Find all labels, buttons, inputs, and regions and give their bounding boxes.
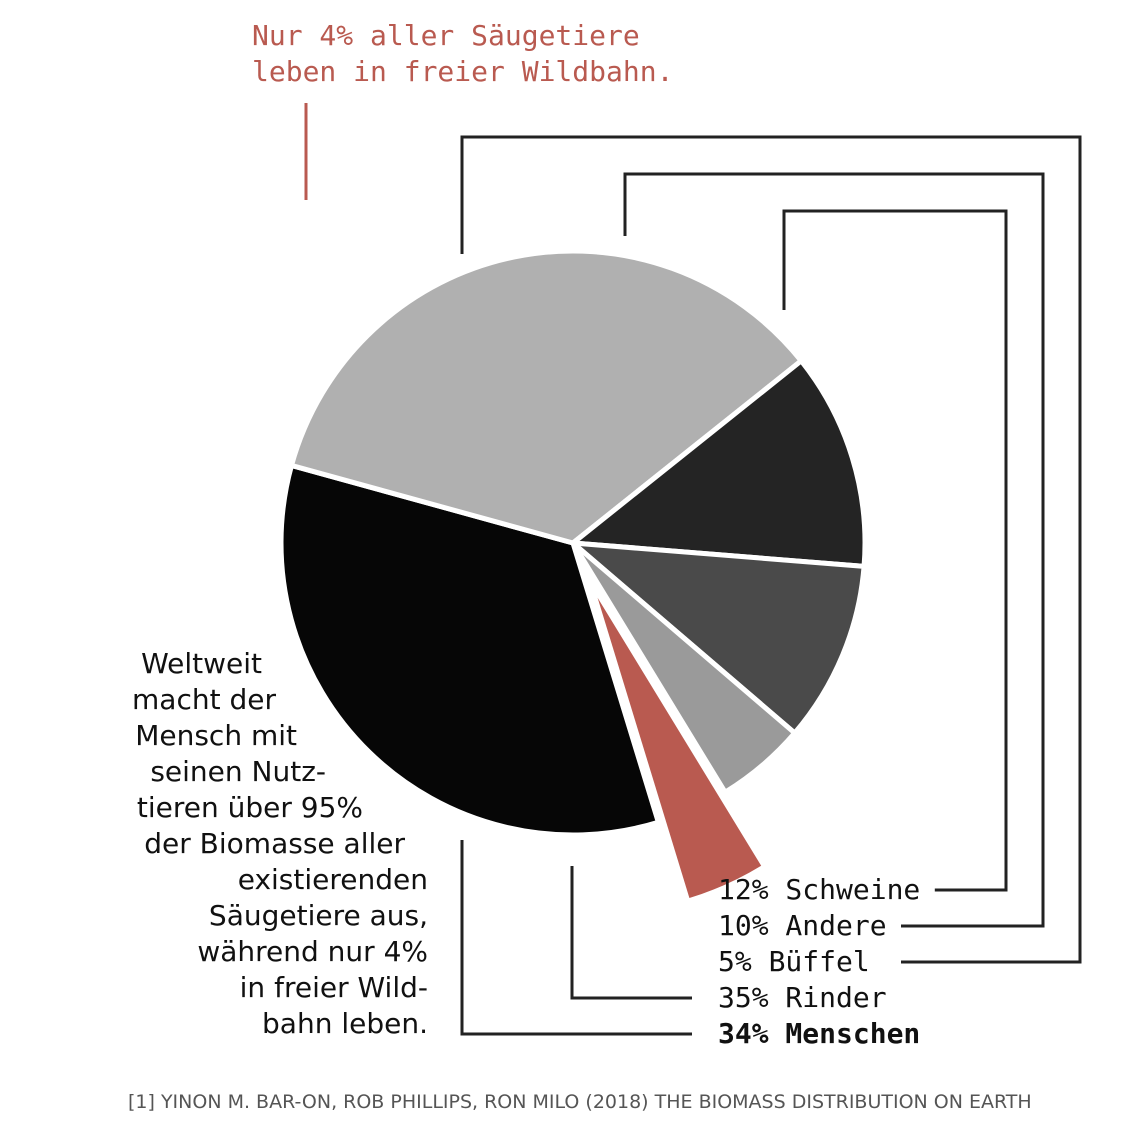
slice-andere: [570, 540, 867, 736]
connector-schweine: [782, 209, 1008, 892]
note-line: während nur 4%: [197, 935, 428, 968]
connector-bueffel: [460, 135, 1082, 964]
slice-wild: [597, 597, 762, 899]
legend-item-andere: 10% Andere: [718, 909, 887, 942]
slice-schweine: [570, 358, 868, 569]
pie-slices: [278, 248, 868, 899]
legend-item-schweine: 12% Schweine: [718, 873, 920, 906]
note-line: der Biomasse aller: [144, 827, 405, 860]
legend-item-menschen: 34% Menschen: [718, 1017, 920, 1050]
note-line: in freier Wild-: [240, 971, 428, 1004]
note-line: bahn leben.: [262, 1007, 428, 1040]
source-citation: [1] YINON M. BAR-ON, ROB PHILLIPS, RON M…: [128, 1091, 1032, 1113]
note-line: existierenden: [238, 863, 428, 896]
connector-andere: [623, 172, 1045, 928]
note-line: Weltweit: [141, 647, 262, 680]
note-line: seinen Nutz-: [150, 755, 326, 788]
note-line: Säugetiere aus,: [209, 899, 428, 932]
note-line: tieren über 95%: [137, 791, 363, 824]
connector-menschen: [460, 840, 692, 1036]
annotation-line-1: Nur 4% aller Säugetiere: [252, 19, 640, 52]
connector-rinder: [570, 866, 692, 1000]
legend-item-büffel: 5% Büffel: [718, 945, 870, 978]
note-line: macht der: [132, 683, 276, 716]
slice-büffel: [570, 540, 798, 795]
slice-rinder: [288, 248, 804, 546]
slice-menschen: [278, 462, 661, 838]
annotation-line-2: leben in freier Wildbahn.: [252, 55, 673, 88]
legend-item-rinder: 35% Rinder: [718, 981, 887, 1014]
note-line: Mensch mit: [135, 719, 297, 752]
connector-lines: [304, 103, 1082, 1036]
